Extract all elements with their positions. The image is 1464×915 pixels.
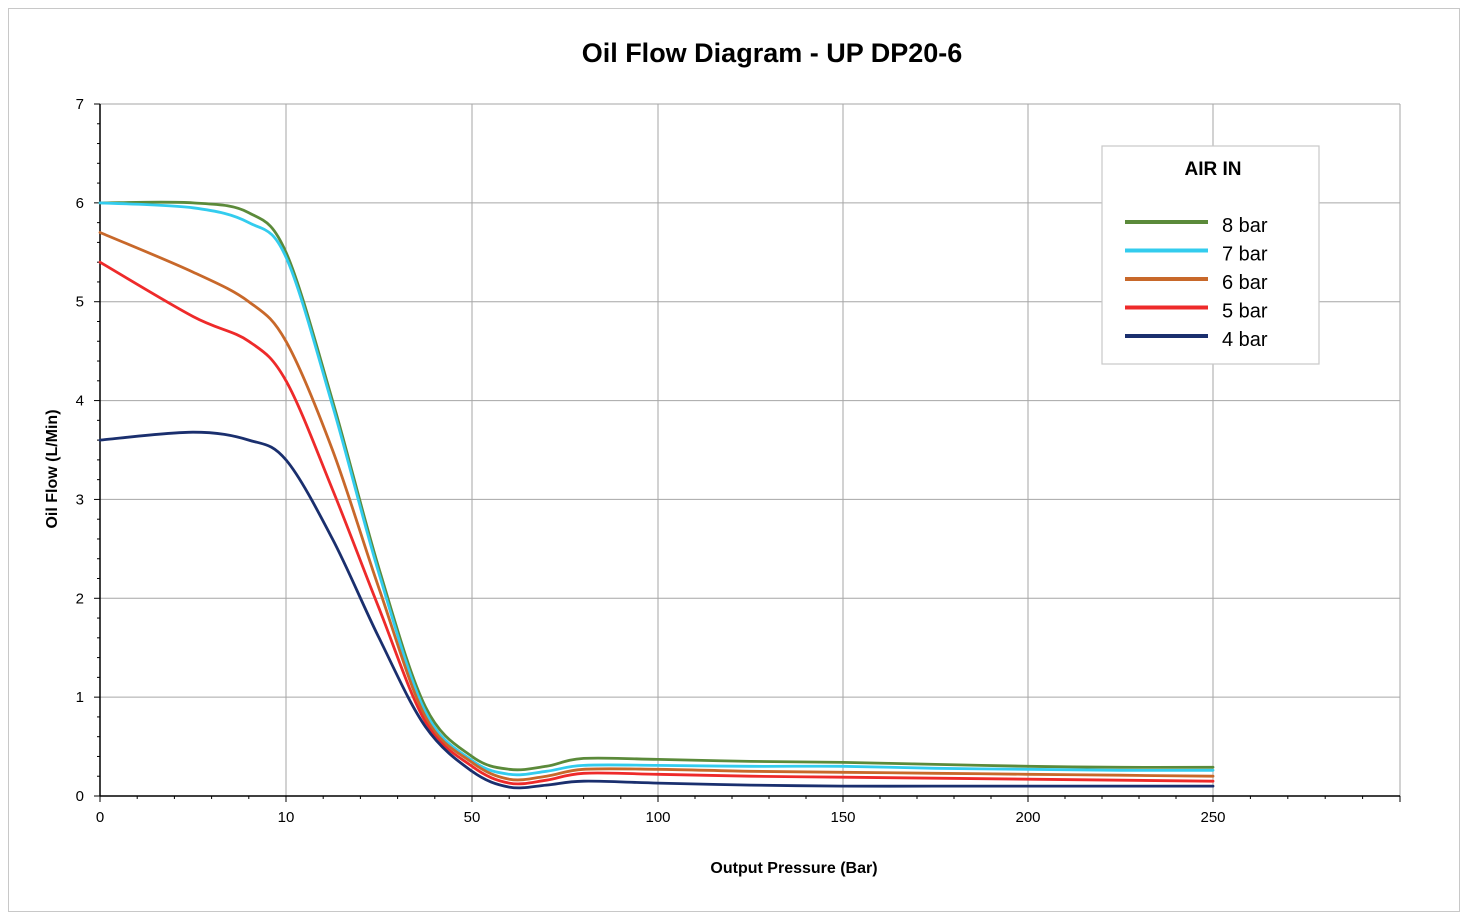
y-tick-label: 2: [76, 590, 84, 607]
x-tick-label: 0: [96, 809, 104, 826]
legend: AIR IN 8 bar 7 bar 6 bar 5 bar 4 bar: [1101, 145, 1320, 365]
y-tick-label: 6: [76, 195, 84, 212]
legend-label: 4 bar: [1222, 329, 1268, 351]
x-tick-label: 50: [464, 809, 481, 826]
x-ticks: 0 10 50 100 150 200 250: [96, 809, 1226, 826]
legend-label: 6 bar: [1222, 272, 1268, 294]
y-ticks: 0 1 2 3 4 5 6 7: [76, 96, 84, 805]
y-tick-label: 3: [76, 491, 84, 508]
series-line-8-bar: [98, 200, 1215, 772]
x-tick-label: 250: [1200, 809, 1225, 826]
x-tick-label: 10: [278, 809, 295, 826]
legend-title: AIR IN: [1185, 159, 1242, 180]
legend-label: 8 bar: [1222, 215, 1268, 237]
y-tick-label: 1: [76, 689, 84, 706]
series-line-4-bar: [98, 430, 1215, 790]
legend-label: 5 bar: [1222, 301, 1268, 323]
axes: [94, 103, 1401, 802]
series-line-6-bar: [98, 231, 1215, 782]
x-tick-label: 100: [645, 809, 670, 826]
y-axis-label: Oil Flow (L/Min): [44, 409, 61, 528]
x-tick-label: 150: [830, 809, 855, 826]
x-axis-label: Output Pressure (Bar): [710, 860, 877, 877]
legend-items: 8 bar 7 bar 6 bar 5 bar 4 bar: [1125, 215, 1268, 351]
y-tick-label: 0: [76, 788, 84, 805]
legend-label: 7 bar: [1222, 244, 1268, 266]
chart-title: Oil Flow Diagram - UP DP20-6: [582, 38, 963, 68]
series-line-5-bar: [98, 260, 1215, 786]
legend-box: [1101, 145, 1320, 365]
y-tick-label: 4: [76, 393, 84, 410]
series-line-7-bar: [98, 201, 1215, 777]
x-tick-label: 200: [1015, 809, 1040, 826]
series-lines: [98, 200, 1215, 790]
y-tick-label: 5: [76, 294, 84, 311]
y-tick-label: 7: [76, 96, 84, 113]
